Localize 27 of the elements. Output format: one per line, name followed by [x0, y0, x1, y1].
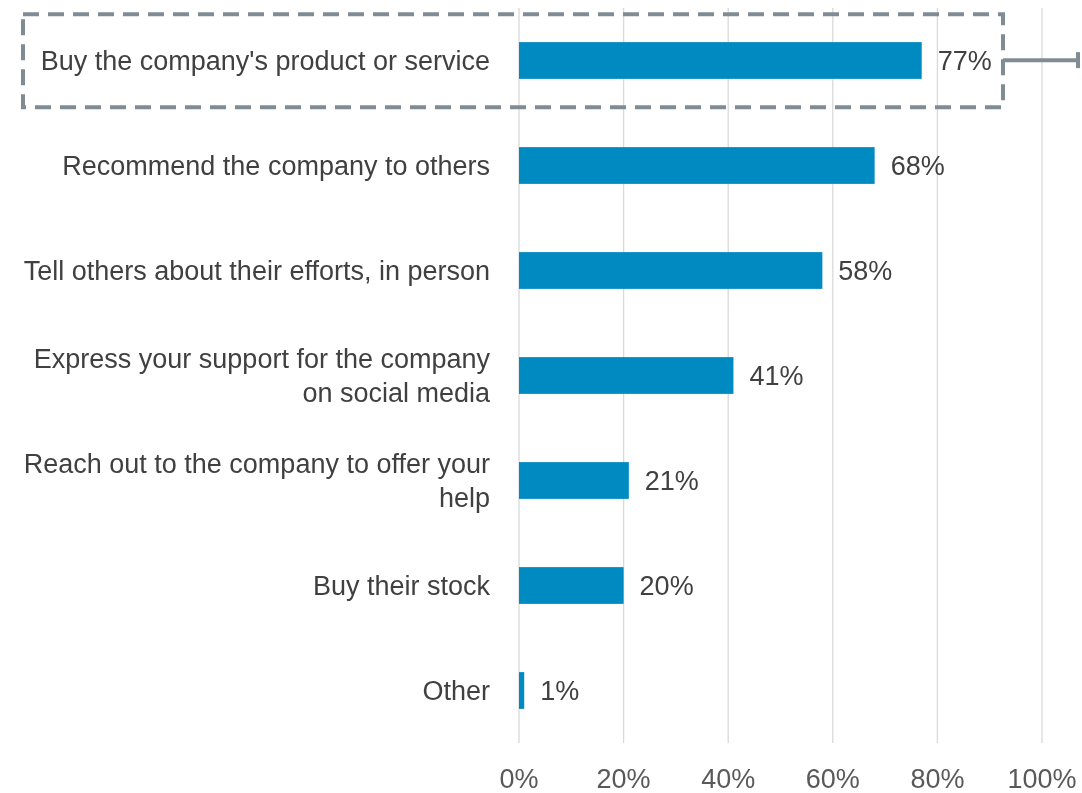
- y-tick-label: Recommend the company to others: [62, 151, 490, 182]
- bar: [519, 672, 525, 709]
- data-label: 20%: [639, 571, 694, 602]
- data-label: 68%: [890, 151, 945, 182]
- bar: [519, 147, 875, 184]
- y-tick-label: Other: [422, 676, 490, 707]
- data-label: 58%: [838, 256, 893, 287]
- bar: [519, 252, 823, 289]
- bar: [519, 42, 922, 79]
- data-label: 41%: [749, 361, 804, 392]
- y-tick-label: Buy their stock: [312, 571, 491, 602]
- x-tick-label: 40%: [701, 763, 756, 793]
- y-tick-label: Buy the company's product or service: [40, 46, 490, 77]
- data-label: 77%: [937, 46, 992, 77]
- bar: [519, 567, 624, 604]
- y-tick-label: Tell others about their efforts, in person: [23, 256, 490, 287]
- x-tick-label: 100%: [1007, 763, 1077, 793]
- x-tick-label: 80%: [910, 763, 965, 793]
- y-tick-label: Reach out to the company to offer your help: [23, 449, 490, 514]
- y-tick-label: Express your support for the company on social media: [33, 344, 491, 409]
- bar: [519, 357, 734, 394]
- x-tick-label: 0%: [499, 763, 539, 793]
- data-label: 1%: [540, 676, 580, 707]
- x-tick-label: 20%: [596, 763, 651, 793]
- bar: [519, 462, 629, 499]
- data-label: 21%: [644, 466, 699, 497]
- x-tick-label: 60%: [805, 763, 860, 793]
